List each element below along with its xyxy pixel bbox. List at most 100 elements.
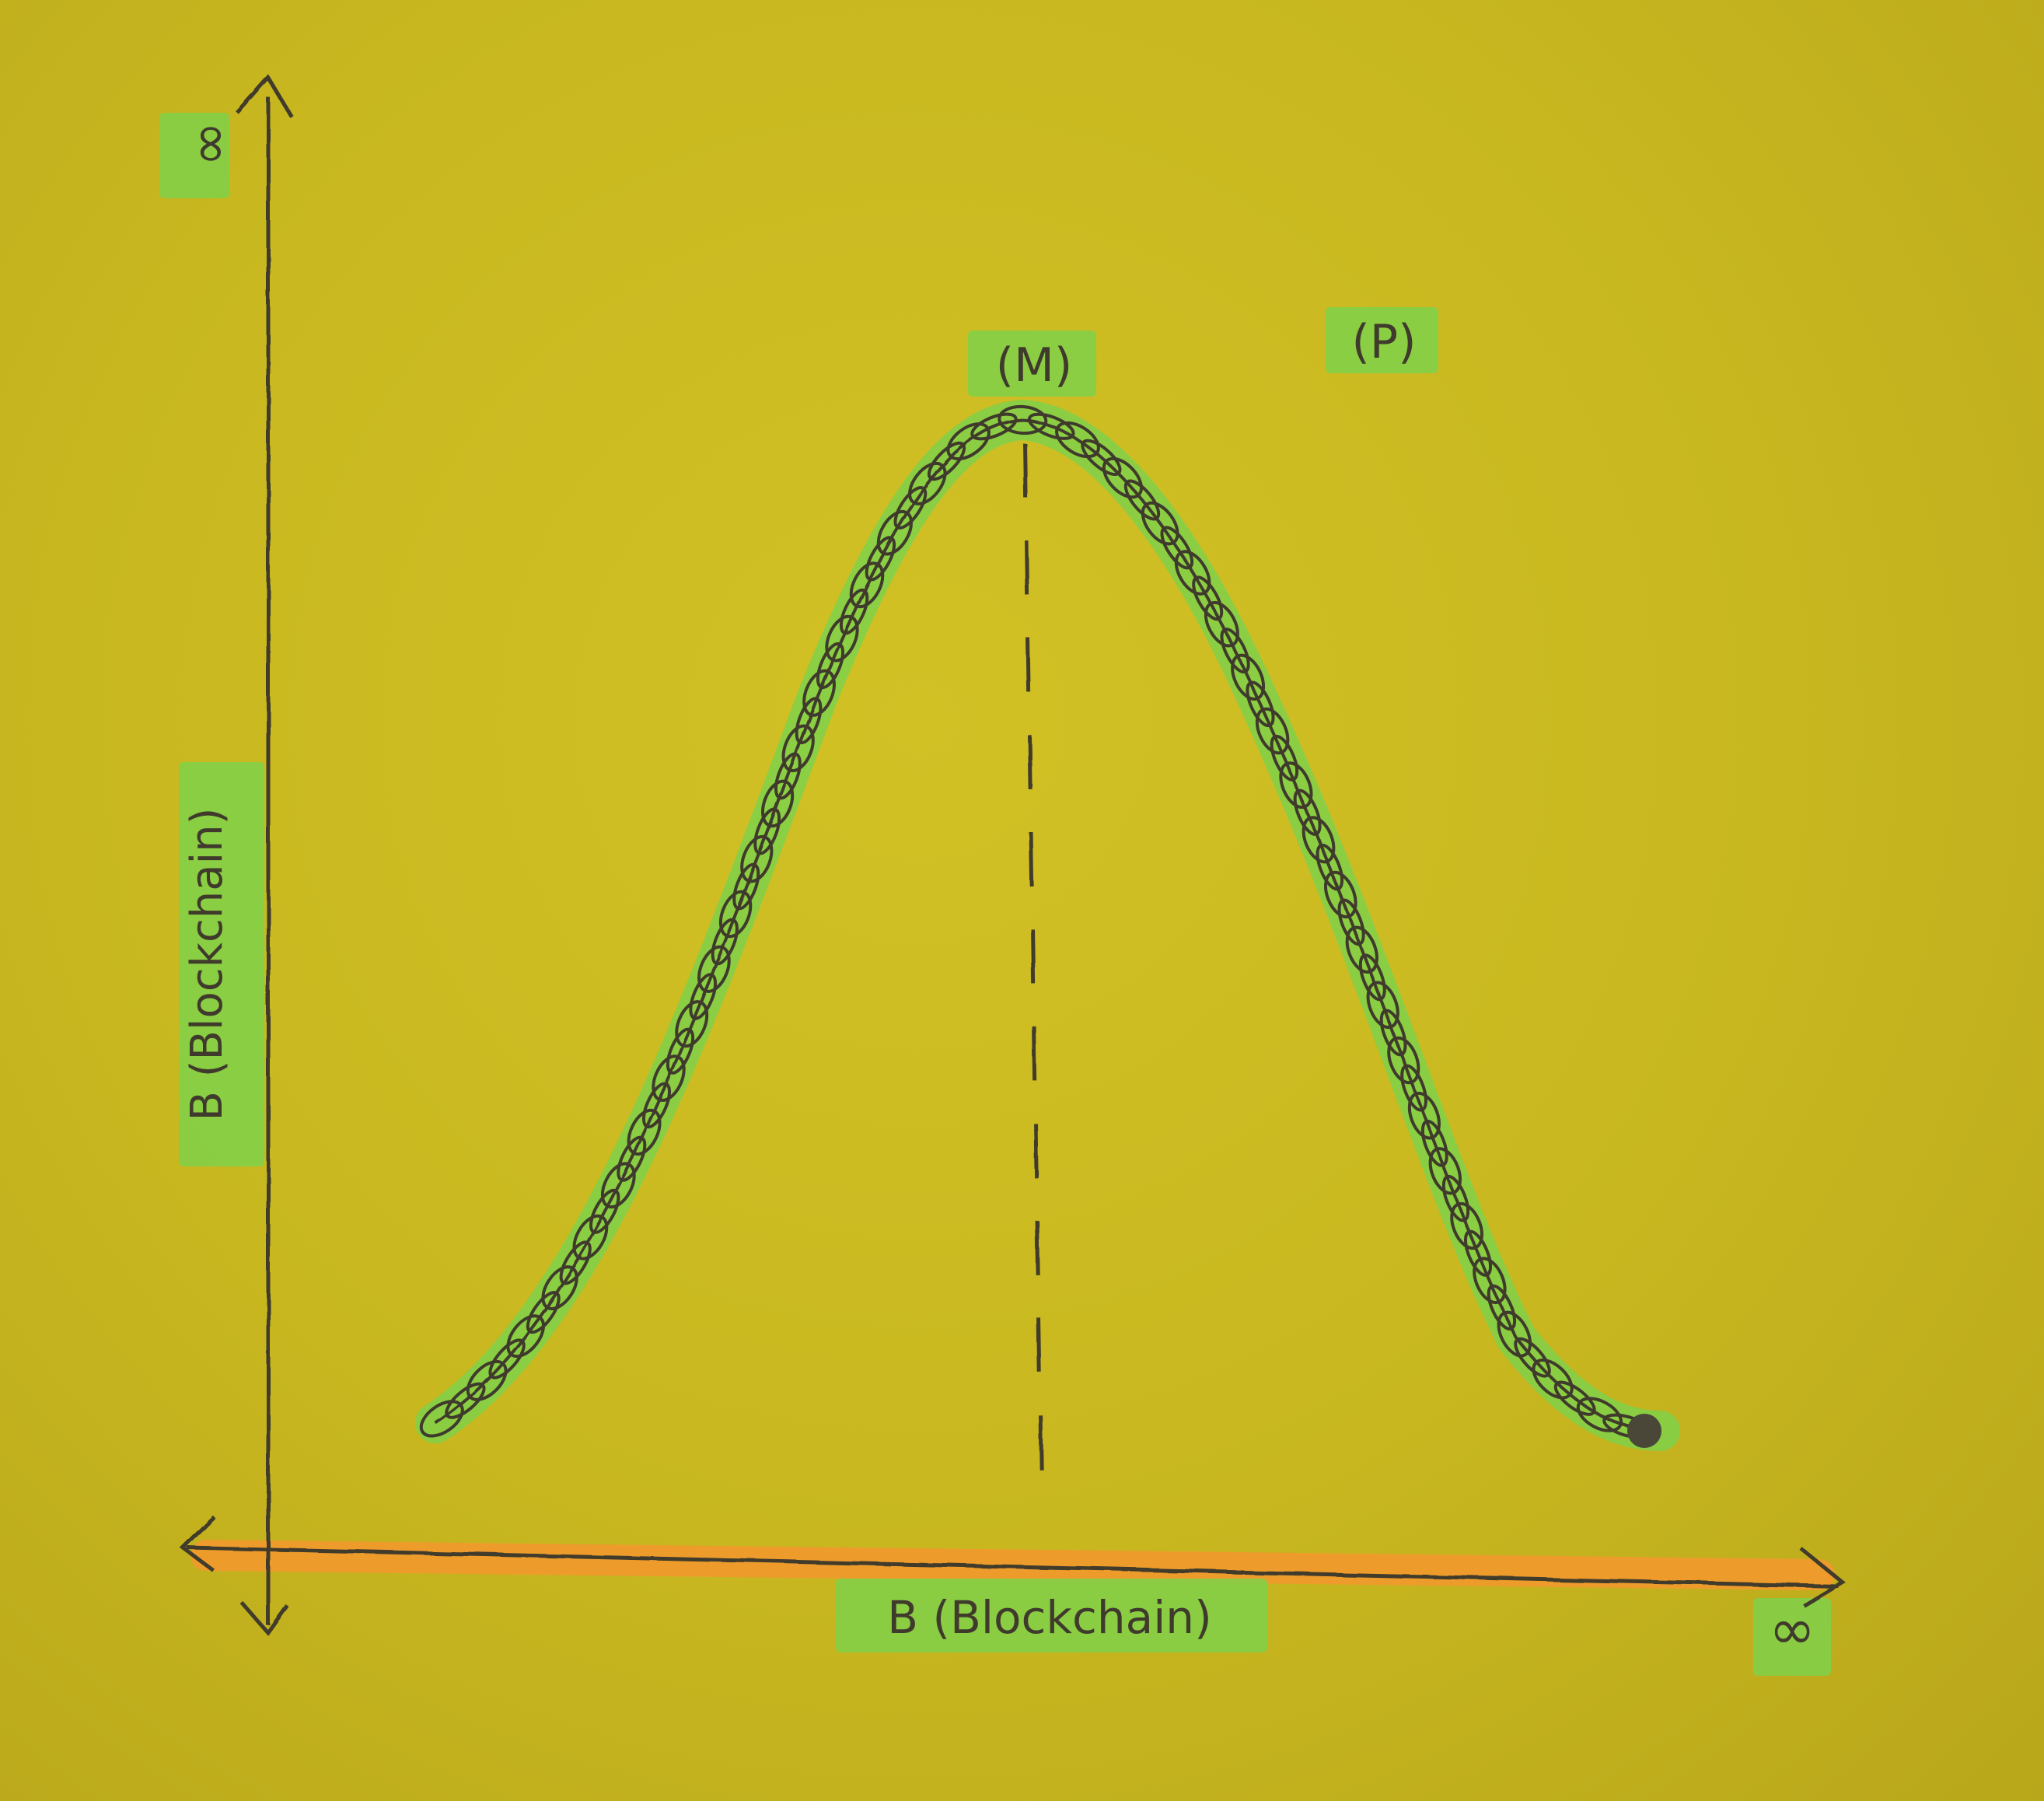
x-end-label-highlight xyxy=(1753,1598,1831,1676)
chain-link xyxy=(1160,526,1194,570)
chain-link xyxy=(1293,789,1322,836)
chain-link xyxy=(1345,925,1378,974)
chain-link xyxy=(761,779,795,828)
chain-link xyxy=(865,536,896,582)
y-axis-bottom-arrow xyxy=(239,1600,290,1637)
chain-link xyxy=(1450,1201,1483,1250)
chain-link xyxy=(1473,1257,1507,1305)
peak-label: (M) xyxy=(996,338,1073,393)
chain-link xyxy=(1337,898,1365,946)
chain-link xyxy=(718,890,753,939)
chain-link xyxy=(1366,981,1399,1030)
chain-link xyxy=(711,918,739,966)
chain-link xyxy=(774,752,802,800)
chain-link xyxy=(1441,1174,1470,1222)
chain-link xyxy=(802,669,836,717)
chain-link xyxy=(559,1240,592,1285)
chain-link xyxy=(506,1314,545,1359)
peak-label-highlight xyxy=(968,330,1096,397)
chain-link xyxy=(825,614,859,663)
chain-link xyxy=(1387,1036,1420,1085)
chain-link xyxy=(1553,1380,1596,1416)
chain-link xyxy=(1487,1284,1517,1331)
chain-link xyxy=(816,642,845,690)
chain-link xyxy=(839,588,869,635)
chain-link xyxy=(445,1382,486,1419)
chain-link xyxy=(1497,1310,1532,1358)
right-label-highlight xyxy=(1326,307,1438,373)
chain-link xyxy=(466,1359,508,1401)
chain-link xyxy=(1532,1359,1574,1400)
x-axis-label-highlight xyxy=(836,1579,1267,1652)
chain-link xyxy=(697,945,731,993)
chain-link xyxy=(589,1188,620,1234)
median-dashed-line xyxy=(1022,442,1044,1509)
y-top-label-highlight xyxy=(159,113,229,198)
chain-links-group xyxy=(419,404,1651,1439)
chain-link xyxy=(946,422,991,461)
chain-link xyxy=(1102,456,1143,499)
x-axis-end-label: ∞ xyxy=(1769,1596,1815,1662)
chain-link xyxy=(689,973,718,1020)
chain-link xyxy=(1428,1147,1462,1195)
chain-link xyxy=(1420,1119,1448,1167)
chain-link xyxy=(876,509,914,556)
chain-link xyxy=(1407,1091,1441,1140)
chain-link xyxy=(753,807,781,855)
chain-link xyxy=(1463,1229,1493,1277)
chain-link xyxy=(675,1000,709,1048)
chain-link xyxy=(927,441,966,481)
chain-link xyxy=(1141,501,1179,546)
chain-link xyxy=(1055,421,1100,459)
chain-link xyxy=(781,724,815,773)
y-axis-top-arrow xyxy=(236,74,294,118)
right-label: (P) xyxy=(1352,315,1417,369)
chain-link xyxy=(795,697,823,745)
chain-link xyxy=(1204,600,1239,648)
chain-link xyxy=(1576,1397,1623,1432)
chain-link xyxy=(1324,870,1357,918)
chain-link xyxy=(617,1135,647,1182)
chain-link xyxy=(1270,734,1299,782)
chain-link xyxy=(1220,628,1250,674)
chain-link xyxy=(1081,439,1122,476)
chain-link xyxy=(732,862,760,911)
chain-link xyxy=(1123,479,1161,521)
x-axis-left-arrow xyxy=(180,1515,215,1572)
chain-link xyxy=(666,1027,695,1075)
chain-link xyxy=(642,1082,671,1129)
chain-link xyxy=(998,404,1048,435)
chain-link xyxy=(1231,653,1266,701)
y-axis-top-label: ∞ xyxy=(181,121,245,166)
chain-link xyxy=(419,1400,464,1438)
chain-link xyxy=(740,834,774,883)
chain-link xyxy=(1192,575,1224,621)
chain-link xyxy=(849,561,885,609)
chain-link xyxy=(1358,953,1386,1002)
chain-link xyxy=(600,1162,636,1209)
chain-link xyxy=(1302,816,1336,864)
chain-link xyxy=(1279,761,1313,810)
chain-link xyxy=(908,461,947,505)
chain-link xyxy=(1514,1337,1551,1378)
chain-link xyxy=(541,1265,578,1310)
x-axis-right-arrow xyxy=(1798,1546,1847,1608)
chain-link xyxy=(652,1054,686,1102)
chain-link xyxy=(572,1214,609,1261)
chain-link xyxy=(1379,1009,1407,1057)
x-axis-line xyxy=(186,1545,1840,1589)
chain-link xyxy=(893,486,928,530)
chain-link xyxy=(627,1108,662,1156)
chain-link xyxy=(1255,707,1290,755)
chain-link xyxy=(1315,843,1344,891)
chain-link xyxy=(1174,550,1211,596)
chain-link xyxy=(1246,680,1275,728)
chain-link xyxy=(488,1338,526,1380)
chain-link xyxy=(1027,412,1075,440)
chain-link xyxy=(526,1291,561,1334)
y-axis-label: B (Blockchain) xyxy=(182,807,232,1121)
chain-link xyxy=(1400,1064,1427,1112)
curve-end-dot xyxy=(1627,1414,1661,1448)
